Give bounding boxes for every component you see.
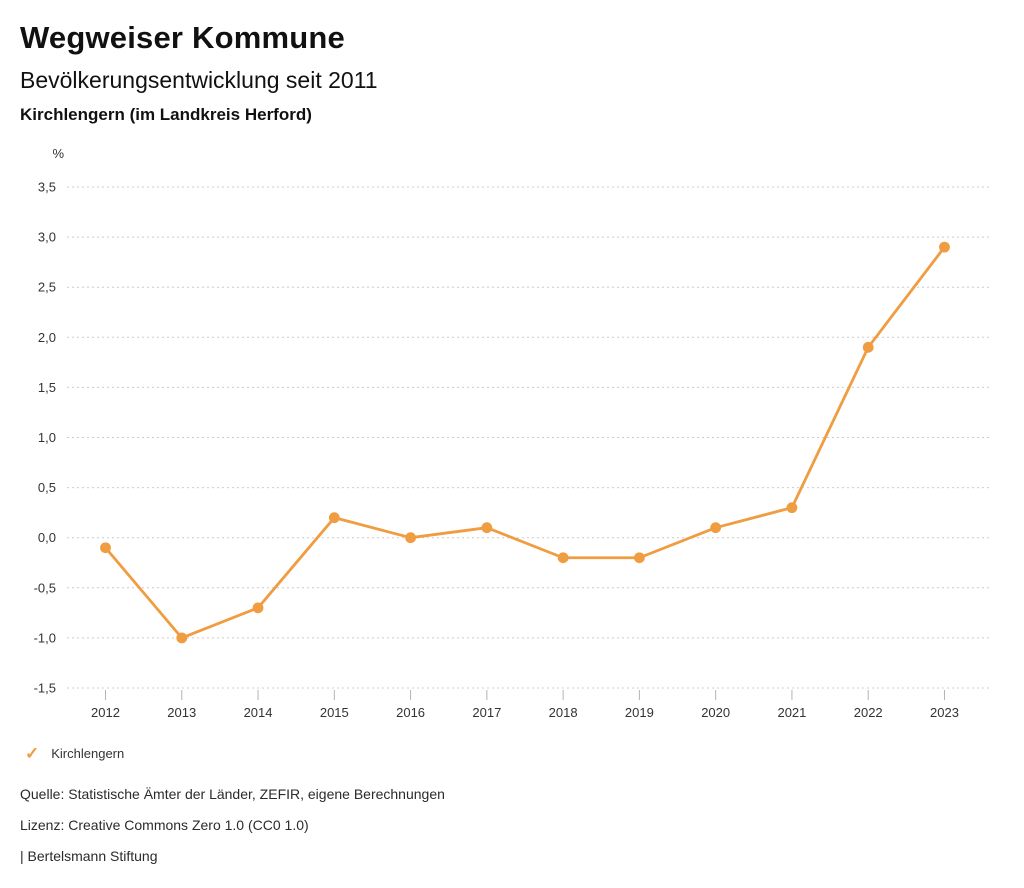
x-axis-label-2015: 2015 [320,705,349,720]
y-axis-label-0,0: 0,0 [38,530,56,545]
x-axis-label-2012: 2012 [91,705,120,720]
data-point-2017[interactable] [481,522,493,534]
x-axis-label-2022: 2022 [854,705,883,720]
x-axis-label-2016: 2016 [396,705,425,720]
data-point-2018[interactable] [557,552,569,564]
attribution-note: | Bertelsmann Stiftung [20,848,158,864]
y-axis-label-0,5: 0,5 [38,480,56,495]
data-point-2014[interactable] [252,602,264,614]
legend-item-kirchlengern[interactable]: ✓ Kirchlengern [25,745,124,762]
license-note: Lizenz: Creative Commons Zero 1.0 (CC0 1… [20,817,309,833]
chart-title: Bevölkerungsentwicklung seit 2011 [20,67,378,93]
y-axis-label--1,5: -1,5 [34,681,56,696]
y-axis-label-2,5: 2,5 [38,280,56,295]
x-axis-label-2018: 2018 [549,705,578,720]
legend-label: Kirchlengern [51,746,125,761]
data-point-2019[interactable] [633,552,645,564]
data-point-2023[interactable] [939,241,950,253]
y-axis-label-1,5: 1,5 [38,380,56,395]
y-axis-label--0,5: -0,5 [34,580,56,595]
legend-check-icon: ✓ [25,744,40,763]
data-point-2012[interactable] [100,542,111,554]
data-point-2013[interactable] [176,632,188,644]
data-point-2016[interactable] [405,532,416,544]
data-point-2020[interactable] [710,522,722,534]
y-axis-label-3,0: 3,0 [38,230,56,245]
x-axis-label-2014: 2014 [244,705,273,720]
y-axis-label-2,0: 2,0 [38,330,56,345]
source-note: Quelle: Statistische Ämter der Länder, Z… [20,786,445,802]
series-line-kirchlengern [104,245,946,640]
x-axis-label-2013: 2013 [167,705,196,720]
data-point-2021[interactable] [786,502,798,514]
x-axis-label-2020: 2020 [701,705,730,720]
y-axis-unit-label: % [52,146,64,161]
y-axis-label--1,0: -1,0 [34,630,56,645]
x-axis-label-2019: 2019 [625,705,654,720]
x-axis-label-2021: 2021 [777,705,806,720]
y-axis-label-3,5: 3,5 [38,180,56,195]
data-point-2015[interactable] [328,512,340,524]
y-axis-label-1,0: 1,0 [38,430,56,445]
data-point-2022[interactable] [862,341,874,353]
x-axis-label-2023: 2023 [930,705,959,720]
page-title: Wegweiser Kommune [20,20,345,55]
region-subtitle: Kirchlengern (im Landkreis Herford) [20,105,312,124]
x-axis-label-2017: 2017 [472,705,501,720]
